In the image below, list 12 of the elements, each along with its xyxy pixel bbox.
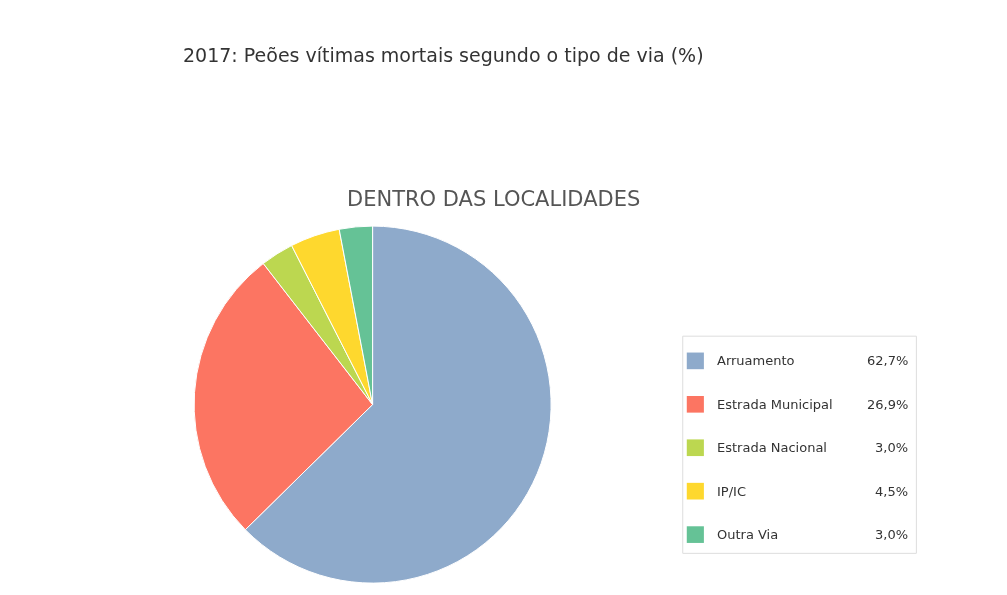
legend-label: Estrada Municipal (717, 397, 833, 412)
chart-subtitle: DENTRO DAS LOCALIDADES (347, 187, 641, 211)
data-label: 4,5% (875, 484, 909, 499)
legend-label: Outra Via (717, 527, 779, 542)
data-label: 26,9% (867, 397, 909, 412)
data-label: 3,0% (875, 527, 909, 542)
legend-label: Arruamento (717, 353, 795, 368)
data-label: 62,7% (867, 353, 909, 368)
legend-label: IP/IC (717, 484, 746, 499)
chart-title: 2017: Peões vítimas mortais segundo o tipo de via (%) (183, 44, 704, 66)
data-label: 3,0% (875, 440, 909, 455)
legend-label: Estrada Nacional (717, 440, 827, 455)
